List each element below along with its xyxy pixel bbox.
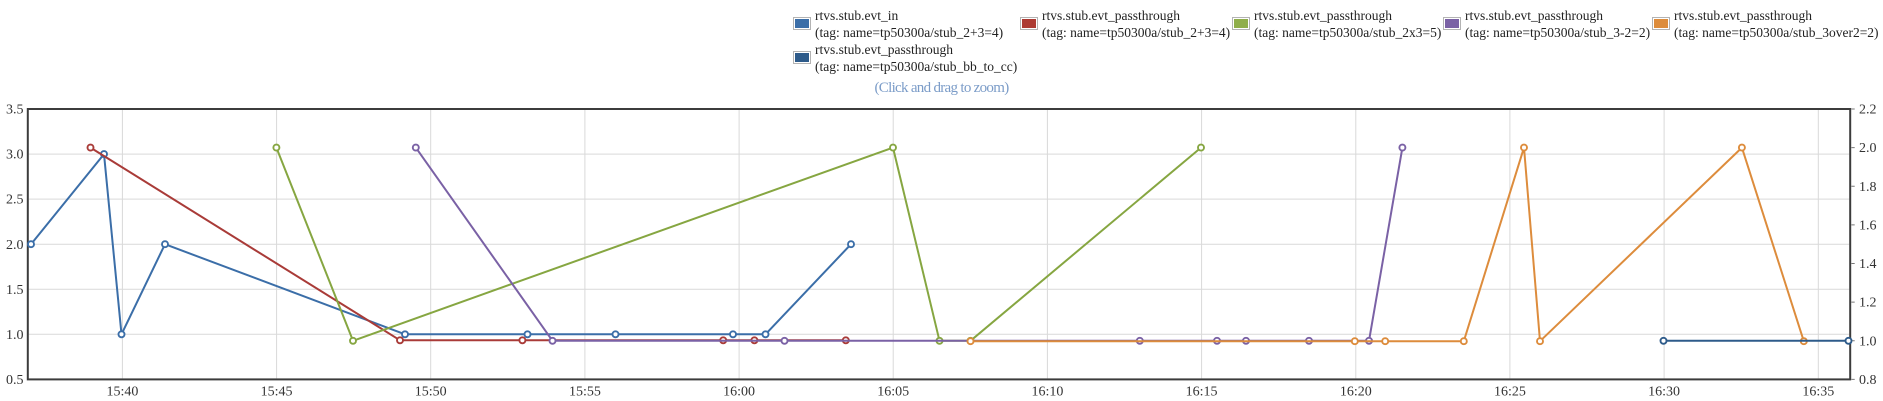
svg-text:1.4: 1.4	[1859, 257, 1877, 272]
svg-text:16:35: 16:35	[1802, 385, 1834, 400]
svg-text:16:30: 16:30	[1648, 385, 1680, 400]
svg-text:2.2: 2.2	[1859, 103, 1877, 118]
svg-text:16:25: 16:25	[1494, 385, 1526, 400]
svg-text:0.8: 0.8	[1859, 373, 1877, 388]
svg-text:16:20: 16:20	[1340, 385, 1372, 400]
svg-text:3.5: 3.5	[6, 103, 24, 118]
svg-text:16:10: 16:10	[1031, 385, 1063, 400]
svg-text:1.2: 1.2	[1859, 296, 1877, 311]
svg-text:2.5: 2.5	[6, 193, 24, 208]
svg-text:15:45: 15:45	[261, 385, 293, 400]
svg-text:15:55: 15:55	[569, 385, 601, 400]
svg-text:16:15: 16:15	[1186, 385, 1218, 400]
svg-text:2.0: 2.0	[1859, 141, 1877, 156]
svg-text:15:40: 15:40	[106, 385, 138, 400]
svg-text:2.0: 2.0	[6, 238, 24, 253]
svg-text:1.6: 1.6	[1859, 219, 1877, 234]
svg-text:1.5: 1.5	[6, 283, 24, 298]
svg-text:1.8: 1.8	[1859, 180, 1877, 195]
svg-text:0.5: 0.5	[6, 373, 24, 388]
svg-text:15:50: 15:50	[415, 385, 447, 400]
svg-text:16:05: 16:05	[877, 385, 909, 400]
svg-text:3.0: 3.0	[6, 148, 24, 163]
svg-text:16:00: 16:00	[723, 385, 755, 400]
svg-text:1.0: 1.0	[6, 328, 24, 343]
svg-text:1.0: 1.0	[1859, 334, 1877, 349]
